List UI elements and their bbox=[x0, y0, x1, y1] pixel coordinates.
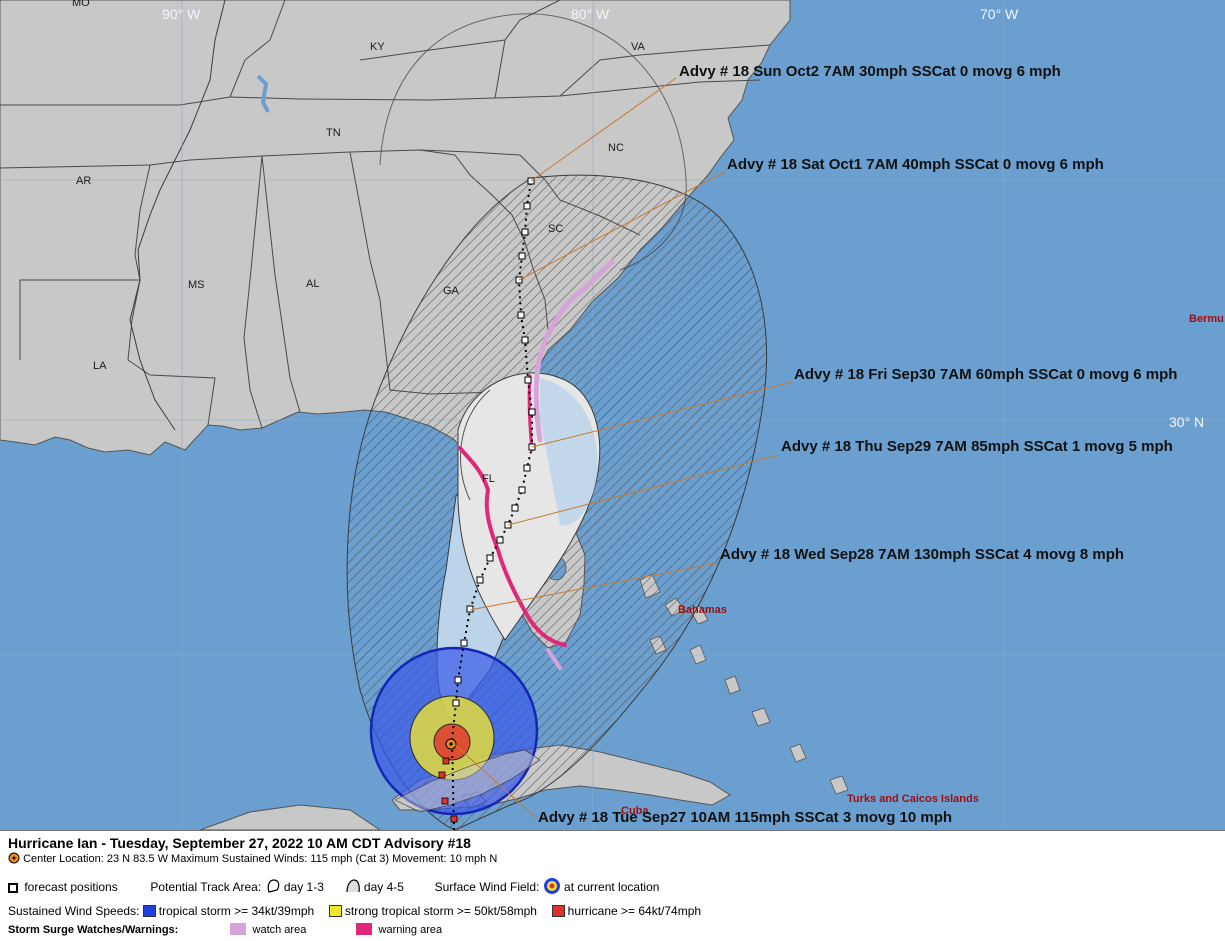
state-label: SC bbox=[548, 223, 563, 235]
state-label: VA bbox=[631, 41, 646, 53]
legend-symbols-row: forecast positions Potential Track Area:… bbox=[8, 877, 659, 895]
day45-cone-icon bbox=[345, 879, 360, 893]
longitude-label: 90° W bbox=[162, 6, 201, 22]
center-location-text: Center Location: 23 N 83.5 W Maximum Sus… bbox=[23, 853, 498, 865]
strong-tropical-storm-label: strong tropical storm >= 50kt/58mph bbox=[344, 904, 537, 918]
state-label: TN bbox=[326, 127, 341, 139]
tropical-storm-label: tropical storm >= 34kt/39mph bbox=[158, 904, 315, 918]
state-label: FL bbox=[482, 473, 495, 485]
state-label: GA bbox=[443, 285, 460, 297]
state-label: MS bbox=[188, 279, 205, 291]
forecast-position-icon bbox=[8, 883, 18, 893]
advisory-label: Advy # 18 Thu Sep29 7AM 85mph SSCat 1 mo… bbox=[781, 438, 1173, 455]
center-location-icon bbox=[8, 852, 20, 864]
hurricane-label: hurricane >= 64kt/74mph bbox=[567, 904, 702, 918]
warning-area-swatch bbox=[356, 923, 373, 935]
current-location-label: at current location bbox=[564, 880, 660, 894]
state-label: NC bbox=[608, 142, 624, 154]
legend-title: Hurricane Ian - Tuesday, September 27, 2… bbox=[8, 835, 471, 851]
legend-panel: Hurricane Ian - Tuesday, September 27, 2… bbox=[0, 830, 1225, 941]
legend-center-info: Center Location: 23 N 83.5 W Maximum Sus… bbox=[8, 852, 497, 865]
advisory-leader-lines bbox=[451, 77, 793, 819]
day13-cone-icon bbox=[267, 879, 279, 893]
day13-label: day 1-3 bbox=[283, 880, 324, 894]
storm-surge-label: Storm Surge Watches/Warnings: bbox=[8, 924, 179, 936]
cone-ellipse-outline bbox=[460, 389, 491, 501]
cone-rightside-blue bbox=[540, 378, 598, 526]
watch-area-label: watch area bbox=[252, 924, 307, 936]
wind-field-icon bbox=[543, 878, 560, 894]
potential-track-area-label: Potential Track Area: bbox=[150, 880, 262, 894]
country-label: Turks and Caicos Islands bbox=[847, 793, 979, 805]
potential-track-area-day45-outline bbox=[379, 13, 687, 271]
state-label: AR bbox=[76, 175, 91, 187]
legend-storm-surge-row: Storm Surge Watches/Warnings: watch area… bbox=[8, 923, 442, 936]
day45-label: day 4-5 bbox=[363, 880, 404, 894]
cuba-overlay bbox=[394, 749, 541, 813]
country-label: Cuba bbox=[621, 805, 649, 817]
watch-area-swatch bbox=[230, 923, 247, 935]
state-label: AL bbox=[306, 278, 319, 290]
tropical-storm-swatch bbox=[142, 905, 156, 917]
warning-area-label: warning area bbox=[378, 924, 443, 936]
longitude-label: 70° W bbox=[980, 6, 1019, 22]
advisory-label: Advy # 18 Tue Sep27 10AM 115mph SSCat 3 … bbox=[538, 809, 952, 826]
advisory-label: Advy # 18 Wed Sep28 7AM 130mph SSCat 4 m… bbox=[720, 546, 1124, 563]
yucatan-landmass bbox=[199, 804, 381, 830]
forecast-map: 90° W 80° W 70° W 30° N MO KY VA TN NC A… bbox=[0, 0, 1225, 830]
sustained-wind-speeds-label: Sustained Wind Speeds: bbox=[8, 904, 140, 918]
forecast-positions-label: forecast positions bbox=[24, 880, 118, 894]
current-position-icon bbox=[445, 738, 457, 750]
hurricane-swatch bbox=[551, 905, 565, 917]
advisory-label: Advy # 18 Fri Sep30 7AM 60mph SSCat 0 mo… bbox=[794, 366, 1177, 383]
legend-wind-speeds-row: Sustained Wind Speeds: tropical storm >=… bbox=[8, 904, 701, 918]
state-label: KY bbox=[370, 41, 385, 53]
state-label: LA bbox=[93, 360, 107, 372]
country-label: Bahamas bbox=[678, 604, 727, 616]
state-label: MO bbox=[72, 0, 90, 9]
country-label: Bermu bbox=[1189, 313, 1224, 325]
surface-wind-field-label: Surface Wind Field: bbox=[434, 880, 540, 894]
latitude-label: 30° N bbox=[1169, 414, 1204, 430]
advisory-label: Advy # 18 Sat Oct1 7AM 40mph SSCat 0 mov… bbox=[727, 156, 1104, 173]
advisory-label: Advy # 18 Sun Oct2 7AM 30mph SSCat 0 mov… bbox=[679, 63, 1061, 80]
strong-tropical-storm-swatch bbox=[328, 905, 342, 917]
kentucky-lake bbox=[256, 74, 270, 113]
mississippi-river bbox=[129, 0, 226, 431]
longitude-label: 80° W bbox=[571, 6, 610, 22]
